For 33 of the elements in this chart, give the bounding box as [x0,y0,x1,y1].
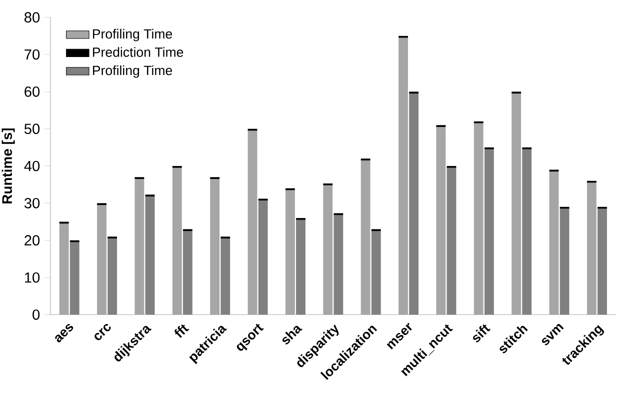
y-axis-title: Runtime [s] [2,128,15,204]
y-tick-label: 20 [24,235,40,246]
x-tick-label: aes [55,324,74,343]
bar [334,215,344,315]
y-tick-label: 80 [24,12,40,23]
bar [108,238,118,315]
bar [258,200,268,315]
x-tick-label: fft [174,324,190,338]
bar [220,238,230,315]
y-tick-label: 40 [24,161,40,172]
y-tick-label: 0 [32,310,40,320]
y-tick-label: 70 [24,50,40,60]
bar [484,149,494,315]
x-tick-label: svm [542,324,564,346]
bar [296,220,306,315]
bar [371,231,381,315]
y-tick-label: 30 [24,198,40,209]
y-tick-label: 60 [24,86,40,98]
y-tick-label: 50 [24,124,40,134]
x-tick-label: sift [473,324,491,342]
bar [598,208,607,315]
bar [522,149,532,315]
legend-label: Profiling Time [93,66,172,78]
legend-label: Profiling Time [93,29,172,42]
bar [409,94,419,315]
bar [446,168,456,315]
bar [182,231,192,315]
x-tick-label: crc [94,324,111,340]
bar [560,208,570,315]
bar [70,242,80,315]
bar [145,196,155,315]
y-tick-label: 10 [24,272,40,283]
legend-label: Prediction Time [93,47,184,58]
